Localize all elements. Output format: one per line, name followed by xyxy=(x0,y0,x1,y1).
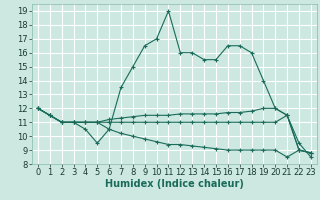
X-axis label: Humidex (Indice chaleur): Humidex (Indice chaleur) xyxy=(105,179,244,189)
